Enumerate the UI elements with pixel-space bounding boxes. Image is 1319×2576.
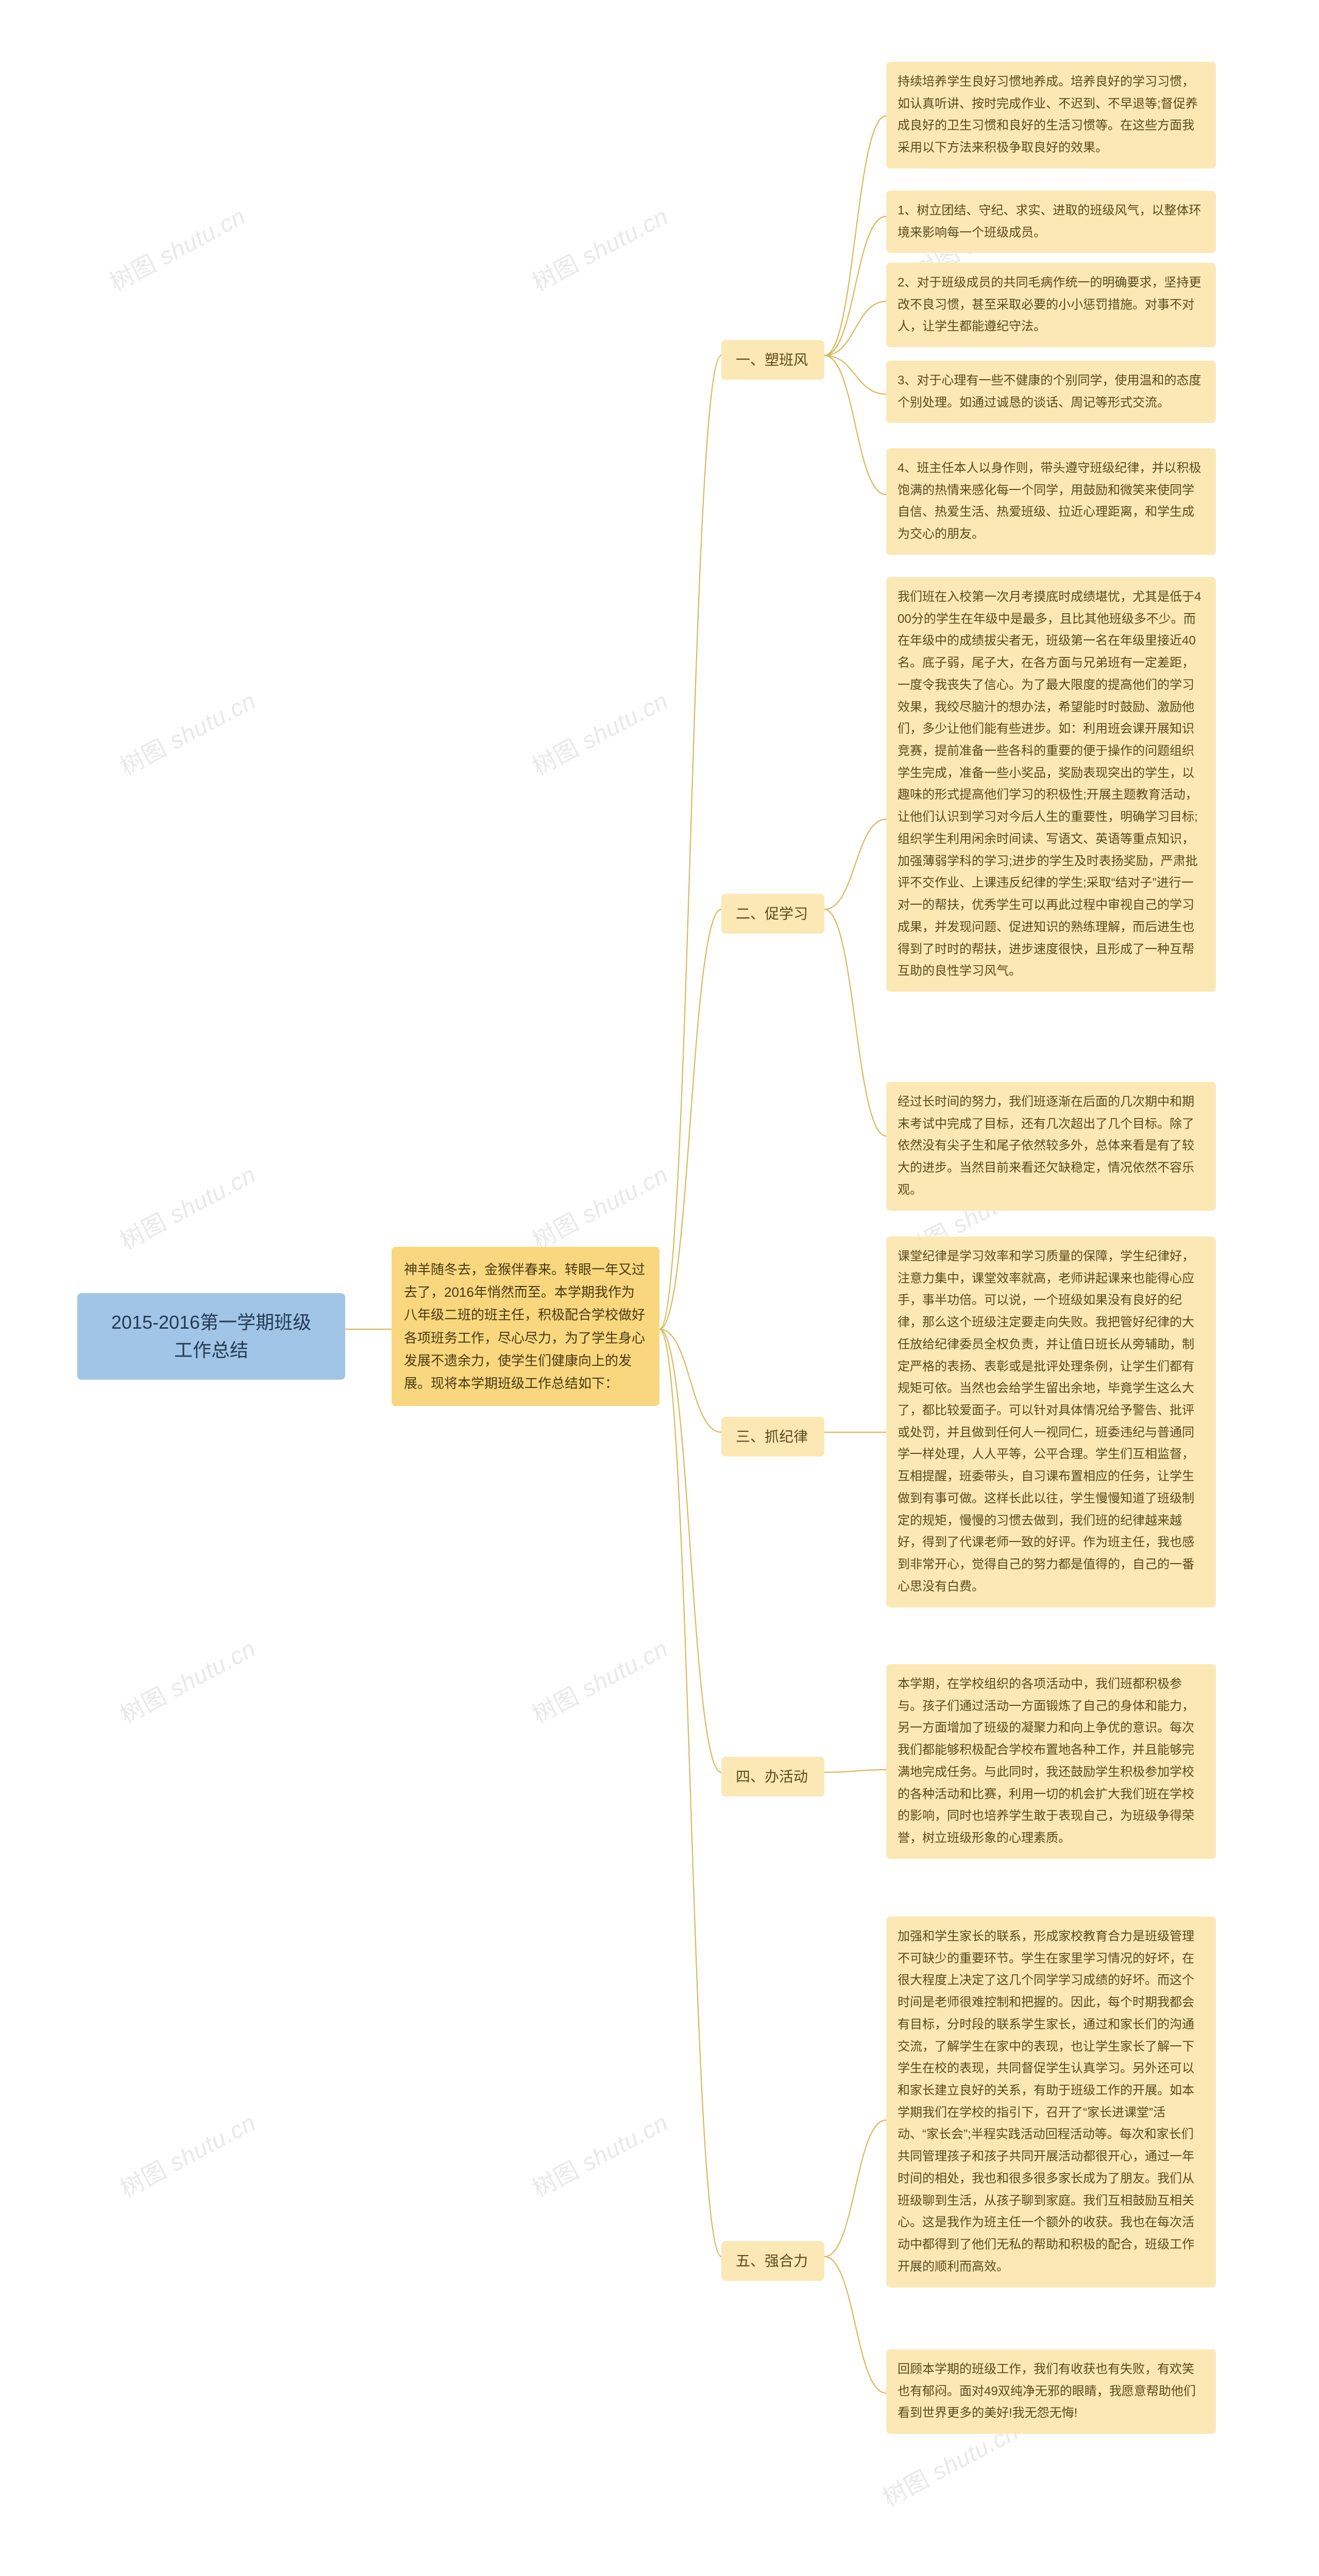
watermark: 树图 shutu.cn xyxy=(103,198,251,298)
watermark: 树图 shutu.cn xyxy=(526,198,673,298)
watermark: 树图 shutu.cn xyxy=(113,1630,261,1730)
watermark: 树图 shutu.cn xyxy=(526,1156,673,1256)
root-node: 2015-2016第一学期班级 工作总结 xyxy=(77,1293,345,1380)
leaf-node: 回顾本学期的班级工作，我们有收获也有失败，有欢笑也有郁闷。面对49双纯净无邪的眼… xyxy=(886,2349,1216,2434)
leaf-node: 2、对于班级成员的共同毛病作统一的明确要求，坚持更改不良习惯，甚至采取必要的小小… xyxy=(886,263,1216,347)
leaf-node: 持续培养学生良好习惯地养成。培养良好的学习习惯，如认真听讲、按时完成作业、不迟到… xyxy=(886,62,1216,168)
leaf-node: 4、班主任本人以身作则，带头遵守班级纪律，并以积极饱满的热情来感化每一个同学，用… xyxy=(886,448,1216,555)
leaf-node: 经过长时间的努力，我们班逐渐在后面的几次期中和期末考试中完成了目标，还有几次超出… xyxy=(886,1082,1216,1211)
section-node: 一、塑班风 xyxy=(721,340,824,380)
section-node: 二、促学习 xyxy=(721,894,824,934)
leaf-node: 3、对于心理有一些不健康的个别同学，使用温和的态度个别处理。如通过诚恳的谈话、周… xyxy=(886,361,1216,423)
leaf-node: 我们班在入校第一次月考摸底时成绩堪忧，尤其是低于400分的学生在年级中是最多，且… xyxy=(886,577,1216,992)
watermark: 树图 shutu.cn xyxy=(526,1630,673,1730)
watermark: 树图 shutu.cn xyxy=(526,2104,673,2204)
watermark: 树图 shutu.cn xyxy=(526,682,673,782)
leaf-node: 加强和学生家长的联系，形成家校教育合力是班级管理不可缺少的重要环节。学生在家里学… xyxy=(886,1917,1216,2287)
section-node: 五、强合力 xyxy=(721,2241,824,2281)
leaf-node: 1、树立团结、守纪、求实、进取的班级风气，以整体环境来影响每一个班级成员。 xyxy=(886,191,1216,253)
watermark: 树图 shutu.cn xyxy=(113,2104,261,2204)
watermark: 树图 shutu.cn xyxy=(113,682,261,782)
leaf-node: 本学期，在学校组织的各项活动中，我们班都积极参与。孩子们通过活动一方面锻炼了自己… xyxy=(886,1664,1216,1859)
leaf-node: 课堂纪律是学习效率和学习质量的保障，学生纪律好，注意力集中，课堂效率就高，老师讲… xyxy=(886,1236,1216,1607)
watermark: 树图 shutu.cn xyxy=(113,1156,261,1256)
section-node: 三、抓纪律 xyxy=(721,1417,824,1456)
intro-node: 神羊随冬去，金猴伴春来。转眼一年又过去了，2016年悄然而至。本学期我作为八年级… xyxy=(392,1247,660,1406)
section-node: 四、办活动 xyxy=(721,1757,824,1797)
